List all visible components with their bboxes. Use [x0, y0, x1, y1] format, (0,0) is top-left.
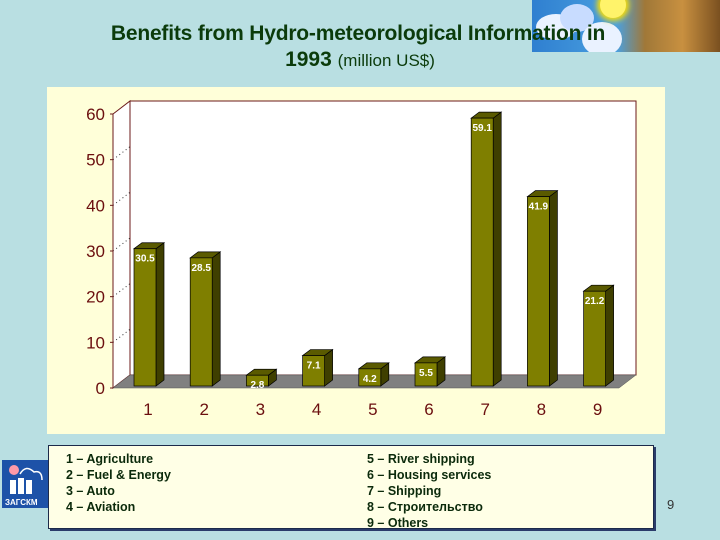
- data-label: 59.1: [472, 123, 492, 134]
- y-tick-label: 30: [86, 242, 105, 261]
- legend-box-left: 1 – Agriculture 2 – Fuel & Energy 3 – Au…: [48, 445, 330, 529]
- slide-title: Benefits from Hydro-meteorological Infor…: [0, 22, 720, 72]
- legend-box-right: 5 – River shipping 6 – Housing services …: [328, 445, 654, 530]
- bar-5: 4.2: [357, 362, 390, 387]
- x-tick-label: 9: [593, 400, 602, 419]
- x-tick-label: 1: [143, 400, 152, 419]
- cloud-icon: [582, 22, 622, 52]
- y-tick-label: 20: [86, 288, 105, 307]
- bar-6: 5.5: [413, 356, 447, 387]
- title-unit: (million US$): [337, 51, 435, 70]
- chart-side-wall: [112, 99, 131, 390]
- data-label: 2.8: [250, 380, 264, 391]
- bar-2: 28.5: [189, 251, 222, 387]
- bar-3: 2.8: [245, 368, 278, 391]
- bar-7: 59.1: [470, 111, 503, 387]
- legend-item: 8 – Строительство: [367, 500, 483, 514]
- y-tick-label: 10: [86, 333, 105, 352]
- x-tick-label: 5: [368, 400, 377, 419]
- bar-4: 7.1: [301, 348, 334, 387]
- organization-logo: ЗАГСКМ: [2, 460, 52, 508]
- y-tick-label: 50: [86, 151, 105, 170]
- svg-text:ЗАГСКМ: ЗАГСКМ: [5, 498, 38, 507]
- title-line-2: 1993 (million US$): [0, 48, 720, 72]
- data-label: 21.2: [585, 296, 605, 307]
- legend-item: 9 – Others: [367, 516, 429, 530]
- y-tick-label: 60: [86, 105, 105, 124]
- legend-item: 2 – Fuel & Energy: [66, 468, 171, 482]
- legend-item: 6 – Housing services: [367, 468, 492, 482]
- x-tick-label: 3: [256, 400, 265, 419]
- bar-9: 21.2: [582, 284, 615, 387]
- legend-item: 7 – Shipping: [367, 484, 442, 498]
- x-tick-label: 8: [537, 400, 546, 419]
- x-tick-label: 4: [312, 400, 321, 419]
- data-label: 30.5: [135, 254, 155, 265]
- chart-area: 0 10 20 30 40 50 60 30.5 1 28.5 2 2.8 3 7.1 4 4.2 5 5.5 6 5…: [47, 87, 665, 434]
- y-tick-label: 40: [86, 196, 105, 215]
- x-tick-label: 2: [199, 400, 208, 419]
- bar-1: 30.5: [132, 242, 166, 387]
- data-label: 4.2: [363, 374, 377, 385]
- x-tick-label: 7: [480, 400, 489, 419]
- header-banner-image: [532, 0, 720, 52]
- bar-8: 41.9: [526, 189, 559, 387]
- legend-item: 4 – Aviation: [66, 500, 136, 514]
- data-label: 5.5: [419, 368, 433, 379]
- y-tick-label: 0: [96, 379, 105, 398]
- bar-chart: 0 10 20 30 40 50 60 30.5 1 28.5 2 2.8 3 7.1 4 4.2 5 5.5 6 5…: [86, 99, 637, 419]
- x-tick-label: 6: [424, 400, 433, 419]
- legend-item: 3 – Auto: [66, 484, 115, 498]
- page-number: 9: [667, 497, 675, 512]
- data-label: 7.1: [307, 361, 321, 372]
- title-line-1: Benefits from Hydro-meteorological Infor…: [110, 22, 606, 45]
- data-label: 41.9: [529, 202, 549, 213]
- legend-item: 1 – Agriculture: [66, 452, 154, 466]
- title-year: 1993: [285, 48, 332, 71]
- legend-item: 5 – River shipping: [367, 452, 475, 466]
- data-label: 28.5: [191, 263, 211, 274]
- sun-icon: [600, 0, 626, 18]
